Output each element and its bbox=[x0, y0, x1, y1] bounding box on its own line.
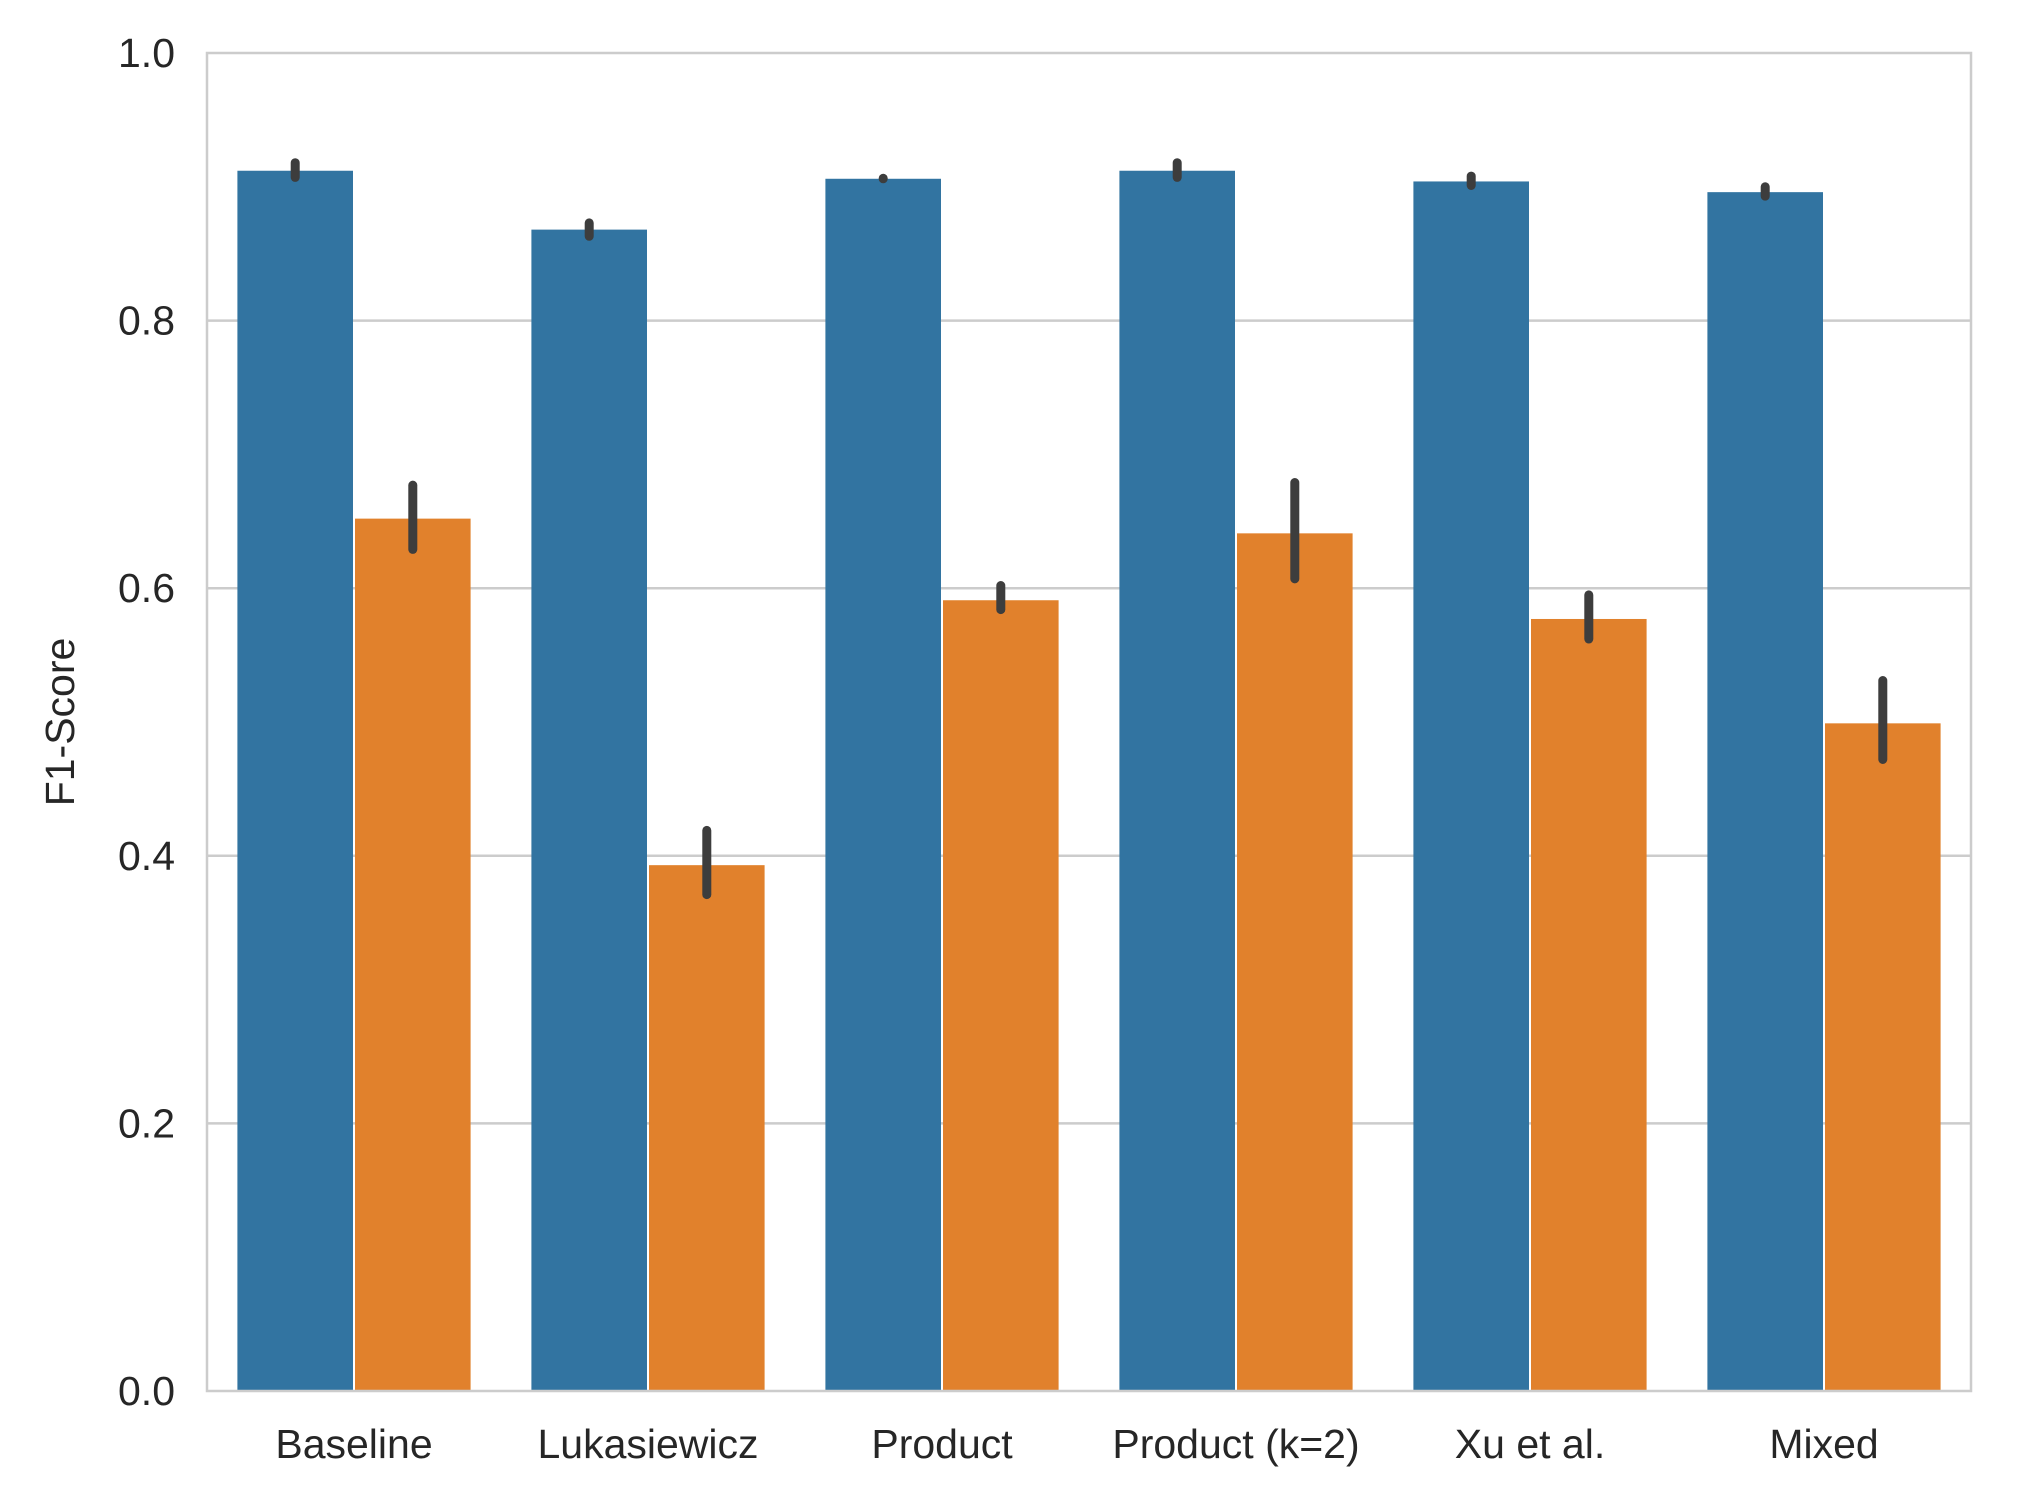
gridlines bbox=[207, 319, 1971, 1125]
y-tick-label: 0.4 bbox=[118, 833, 175, 879]
x-tick-label: Product bbox=[871, 1421, 1013, 1467]
x-tick-label: Lukasiewicz bbox=[537, 1421, 758, 1467]
y-tick-label: 0.2 bbox=[118, 1100, 175, 1146]
y-axis-title: F1-Score bbox=[37, 638, 83, 807]
bars bbox=[237, 170, 1941, 1392]
bar-series-2 bbox=[1237, 533, 1353, 1391]
error-bars bbox=[290, 158, 1888, 900]
bar-series-1 bbox=[825, 178, 941, 1392]
bar-series-1 bbox=[1707, 192, 1823, 1392]
x-axis-ticks: Baseline Lukasiewicz Product Product (k=2) X… bbox=[275, 1421, 1878, 1467]
plot-frame bbox=[205, 51, 1973, 1393]
bar-series-1 bbox=[237, 170, 353, 1391]
bar-series-1 bbox=[1413, 181, 1529, 1391]
bar-series-2 bbox=[355, 518, 471, 1391]
y-tick-label: 0.8 bbox=[118, 298, 175, 344]
bar-series-2 bbox=[1825, 723, 1941, 1391]
bar-series-1 bbox=[531, 229, 647, 1392]
plot-background bbox=[207, 53, 1971, 1391]
x-tick-label: Mixed bbox=[1769, 1421, 1878, 1467]
y-tick-label: 0.0 bbox=[118, 1368, 175, 1414]
bar-series-2 bbox=[943, 600, 1059, 1391]
y-tick-label: 0.6 bbox=[118, 565, 175, 611]
x-tick-label: Baseline bbox=[275, 1421, 432, 1467]
bar-series-2 bbox=[1531, 618, 1647, 1391]
x-tick-label: Xu et al. bbox=[1455, 1421, 1605, 1467]
x-tick-label: Product (k=2) bbox=[1112, 1421, 1359, 1467]
y-axis-ticks: 0.0 0.2 0.4 0.6 0.8 1.0 bbox=[118, 30, 175, 1414]
y-tick-label: 1.0 bbox=[118, 30, 175, 76]
bar-series-2 bbox=[649, 865, 765, 1391]
bar-series-1 bbox=[1119, 170, 1235, 1391]
